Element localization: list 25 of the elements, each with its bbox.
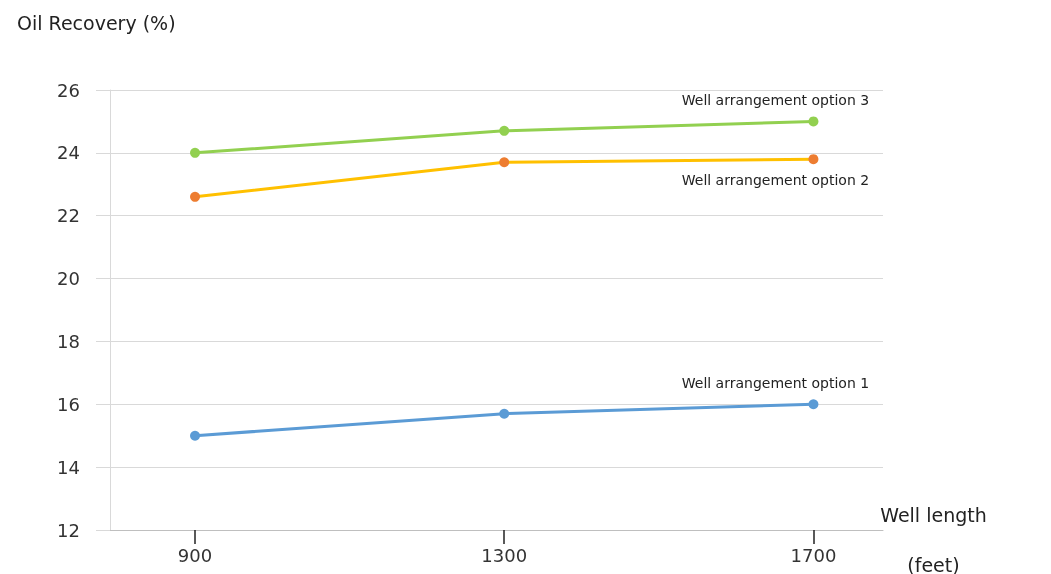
x-tick-label: 900 (177, 544, 213, 566)
point (190, 147, 201, 158)
y-tick-label: 24 (57, 142, 80, 164)
y-tick-label: 18 (57, 330, 80, 352)
y-tick-label: 20 (57, 268, 80, 290)
point (499, 125, 510, 136)
point (808, 154, 819, 165)
point (808, 399, 819, 410)
series-label: Well arrangement option 2 (681, 172, 870, 189)
x-tick-label: 1300 (481, 544, 528, 566)
series-label: Well arrangement option 1 (681, 375, 870, 392)
y-axis-title: Oil Recovery (%) (17, 11, 176, 34)
point (190, 430, 201, 441)
y-tick-label: 16 (57, 393, 80, 415)
point (190, 191, 201, 202)
y-tick-label: 22 (57, 205, 80, 227)
y-tick-label: 12 (57, 519, 80, 541)
y-tick-label: 14 (57, 456, 80, 478)
x-tick-label: 1700 (790, 544, 837, 566)
y-tick-label: 26 (57, 79, 80, 101)
point (808, 116, 819, 127)
text: Well length (feet) (880, 504, 987, 574)
series-label: Well arrangement option 3 (681, 92, 870, 109)
point (499, 157, 510, 168)
point (499, 408, 510, 419)
